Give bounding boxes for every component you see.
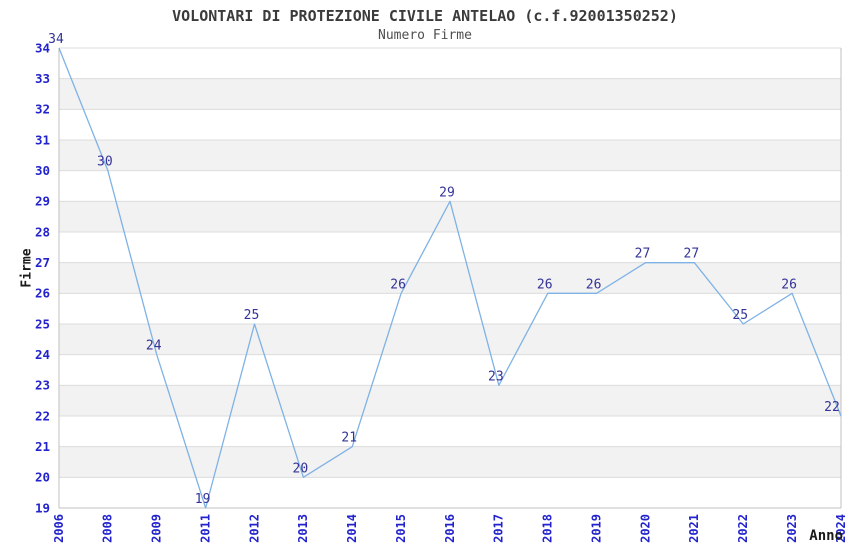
x-tick-label: 2020 — [638, 514, 652, 543]
x-tick-label: 2023 — [785, 514, 799, 543]
y-tick-label: 27 — [35, 255, 50, 270]
data-point-label: 20 — [293, 461, 309, 476]
data-point-label: 26 — [586, 277, 602, 292]
y-tick-label: 26 — [35, 286, 50, 301]
y-tick-label: 25 — [35, 316, 50, 331]
data-point-label: 26 — [781, 277, 797, 292]
x-tick-label: 2021 — [687, 514, 701, 543]
y-tick-label: 19 — [35, 500, 50, 515]
x-tick-label: 2009 — [150, 514, 164, 543]
x-tick-label: 2022 — [736, 514, 750, 543]
data-point-label: 29 — [439, 185, 455, 200]
y-tick-label: 30 — [35, 163, 50, 178]
plot-band — [59, 201, 841, 232]
y-tick-label: 23 — [35, 378, 50, 393]
x-tick-label: 2012 — [247, 514, 261, 543]
y-tick-label: 32 — [35, 102, 50, 117]
x-tick-label: 2014 — [345, 514, 359, 543]
x-tick-label: 2016 — [443, 514, 457, 543]
x-tick-label: 2019 — [589, 514, 603, 543]
data-line — [58, 47, 842, 509]
y-tick-label: 20 — [35, 470, 50, 485]
plot-band — [59, 262, 841, 294]
x-tick-label: 2008 — [101, 514, 115, 543]
x-tick-label: 2006 — [52, 514, 66, 543]
x-tick-label: 2011 — [198, 514, 212, 543]
plot-band — [59, 140, 841, 171]
y-tick-label: 29 — [35, 194, 50, 209]
data-point-label: 24 — [146, 339, 162, 354]
y-tick-label: 31 — [35, 132, 50, 147]
plot-band — [59, 324, 841, 355]
data-point-label: 27 — [635, 247, 651, 262]
data-point-label: 22 — [824, 400, 840, 415]
y-tick-label: 24 — [35, 347, 50, 362]
x-tick-label: 2017 — [492, 514, 506, 543]
y-tick-label: 21 — [35, 439, 50, 454]
plot-band — [59, 78, 841, 110]
chart-title: VOLONTARI DI PROTEZIONE CIVILE ANTELAO (… — [172, 7, 678, 25]
y-axis-label: Firme — [19, 248, 35, 288]
x-tick-label: 2024 — [834, 514, 848, 543]
data-point-label: 19 — [195, 492, 211, 507]
chart-subtitle: Numero Firme — [378, 28, 472, 43]
y-tick-label: 34 — [35, 40, 50, 55]
y-tick-label: 28 — [35, 224, 50, 239]
y-tick-label: 33 — [35, 71, 50, 86]
x-axis-label: Anno — [809, 528, 843, 544]
data-point-label: 23 — [488, 369, 504, 384]
y-tick-label: 22 — [35, 408, 50, 423]
plot-band — [59, 385, 841, 416]
x-tick-label: 2018 — [541, 514, 555, 543]
data-point-label: 25 — [244, 308, 260, 323]
data-point-label: 21 — [341, 431, 357, 446]
data-point-label: 26 — [537, 277, 553, 292]
data-point-label: 25 — [732, 308, 748, 323]
data-point-label: 34 — [48, 32, 64, 47]
x-tick-label: 2015 — [394, 514, 408, 543]
data-point-label: 30 — [97, 155, 113, 170]
data-point-label: 26 — [390, 277, 406, 292]
plot-band — [59, 446, 841, 478]
data-point-label: 27 — [684, 247, 700, 262]
x-tick-label: 2013 — [296, 514, 310, 543]
